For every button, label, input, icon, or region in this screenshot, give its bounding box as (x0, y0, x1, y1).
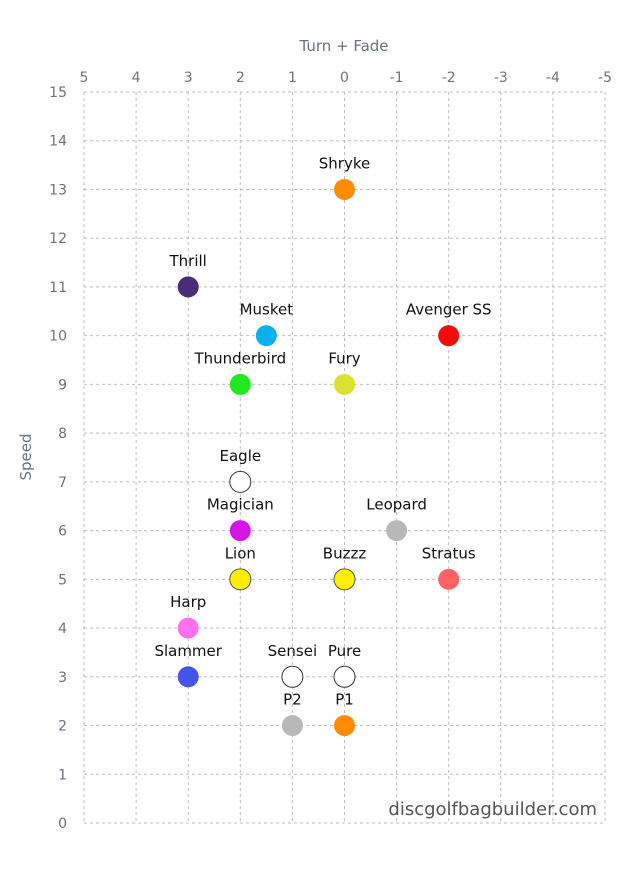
data-point[interactable]: P2 (281, 691, 303, 737)
y-tick-label: 4 (58, 621, 67, 637)
point-marker[interactable] (334, 178, 355, 200)
point-marker[interactable] (438, 325, 460, 347)
point-label: Leopard (366, 496, 427, 514)
data-point[interactable]: Shryke (319, 154, 370, 200)
point-label: Stratus (422, 544, 476, 562)
point-marker[interactable] (333, 568, 356, 591)
point-label: P2 (283, 691, 302, 709)
x-axis-ticks: 5 4 3 2 1 0 -1 -2 -3 -4 -5 (80, 70, 612, 86)
y-tick-label: 12 (49, 231, 67, 247)
x-axis-title: Turn + Fade (298, 37, 388, 55)
point-marker[interactable] (229, 520, 251, 542)
data-point[interactable]: Leopard (366, 496, 427, 542)
point-marker[interactable] (229, 568, 252, 591)
data-points: Shryke Thrill Musket Avenger SS Thunderbird F… (154, 154, 492, 737)
point-label: Lion (225, 544, 256, 562)
y-tick-label: 8 (58, 426, 67, 442)
point-marker[interactable] (386, 520, 408, 542)
y-tick-label: 10 (49, 329, 67, 345)
y-tick-label: 11 (49, 280, 67, 296)
point-label: Slammer (154, 642, 222, 660)
x-tick-label: 0 (340, 70, 349, 86)
point-label: Musket (240, 301, 294, 319)
point-marker[interactable] (177, 617, 199, 639)
y-tick-label: 3 (58, 670, 67, 686)
data-point[interactable]: Lion (225, 544, 256, 591)
point-label: Pure (328, 642, 361, 660)
x-tick-label: -1 (390, 70, 404, 86)
data-point[interactable]: Pure (328, 642, 361, 688)
point-marker[interactable] (281, 665, 304, 688)
point-marker[interactable] (177, 276, 199, 298)
y-tick-label: 2 (58, 719, 67, 735)
point-label: Harp (170, 593, 206, 611)
grid (83, 91, 606, 824)
point-label: Sensei (268, 642, 317, 660)
point-marker[interactable] (334, 715, 355, 737)
y-tick-label: 7 (58, 475, 67, 491)
x-tick-label: 5 (80, 70, 89, 86)
point-marker[interactable] (334, 373, 355, 395)
x-tick-label: 4 (132, 70, 141, 86)
point-marker[interactable] (438, 568, 460, 590)
data-point[interactable]: Thunderbird (193, 349, 286, 395)
point-label: Eagle (220, 447, 262, 465)
point-label: P1 (335, 691, 354, 709)
watermark: discgolfbagbuilder.com (388, 799, 597, 820)
data-point[interactable]: Avenger SS (406, 301, 492, 347)
point-marker[interactable] (255, 325, 277, 347)
x-tick-label: -3 (494, 70, 508, 86)
point-label: Thrill (169, 252, 207, 270)
data-point[interactable]: Musket (240, 301, 294, 347)
y-tick-label: 6 (58, 524, 67, 540)
data-point[interactable]: Buzzz (323, 544, 367, 591)
point-label: Fury (328, 349, 360, 367)
data-point[interactable]: Stratus (422, 544, 476, 590)
data-point[interactable]: Slammer (154, 642, 223, 688)
x-tick-label: 2 (236, 70, 245, 86)
y-tick-label: 1 (58, 767, 67, 783)
point-label: Thunderbird (193, 349, 286, 367)
y-tick-label: 14 (49, 134, 67, 150)
point-marker[interactable] (229, 470, 252, 493)
y-axis-title: Speed (17, 433, 35, 480)
y-tick-label: 5 (58, 572, 67, 588)
point-marker[interactable] (333, 665, 356, 688)
data-point[interactable]: Magician (207, 496, 274, 542)
y-tick-label: 15 (49, 85, 67, 101)
y-tick-label: 9 (58, 377, 67, 393)
y-tick-label: 0 (58, 816, 67, 832)
point-marker[interactable] (177, 666, 199, 688)
point-marker[interactable] (281, 715, 303, 737)
point-label: Buzzz (323, 544, 367, 562)
x-tick-label: -4 (546, 70, 560, 86)
point-label: Avenger SS (406, 301, 492, 319)
data-point[interactable]: Sensei (268, 642, 317, 688)
point-label: Magician (207, 496, 274, 514)
data-point[interactable]: Thrill (169, 252, 207, 298)
data-point[interactable]: Harp (170, 593, 206, 639)
point-marker[interactable] (229, 373, 251, 395)
data-point[interactable]: Fury (328, 349, 361, 395)
x-tick-label: 3 (184, 70, 193, 86)
data-point[interactable]: Eagle (220, 447, 262, 493)
x-tick-label: 1 (288, 70, 297, 86)
y-tick-label: 13 (49, 182, 67, 198)
x-tick-label: -5 (598, 70, 612, 86)
point-label: Shryke (319, 154, 370, 172)
data-point[interactable]: P1 (334, 691, 355, 737)
x-tick-label: -2 (442, 70, 456, 86)
